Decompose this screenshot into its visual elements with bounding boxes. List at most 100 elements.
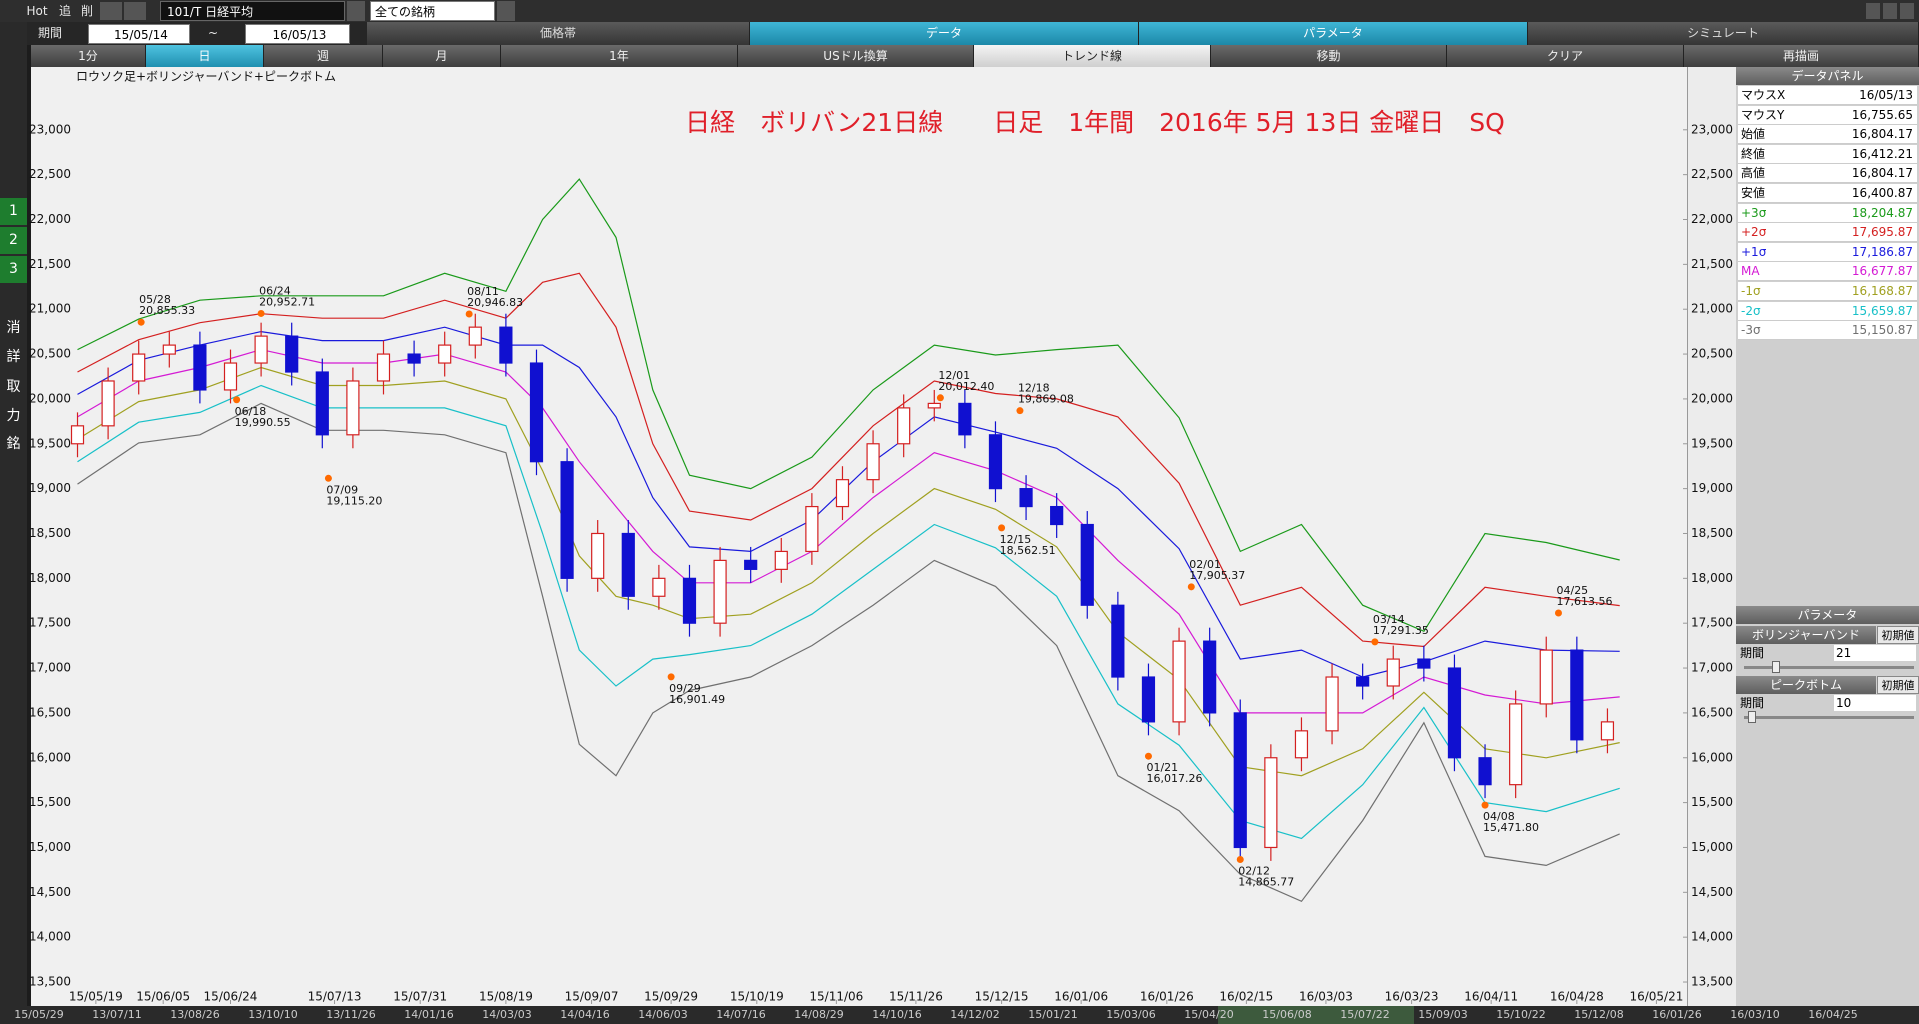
y-tick-label-right: 20,500	[1691, 347, 1733, 361]
side-icon[interactable]: 2	[0, 227, 27, 254]
maximize-button[interactable]	[1883, 3, 1897, 19]
y-tick-label: 18,500	[29, 526, 71, 540]
peak-marker	[1187, 583, 1195, 591]
toolbar-button[interactable]: 再描画	[1684, 45, 1919, 67]
delete-button[interactable]: 削	[80, 4, 93, 18]
universe-box[interactable]: 全ての銘柄	[370, 1, 495, 21]
param-slider[interactable]	[1744, 666, 1914, 669]
toolbar-button[interactable]: 週	[264, 45, 383, 67]
candle-body	[1570, 649, 1584, 741]
toolbar-button[interactable]: 移動	[1211, 45, 1447, 67]
peak-marker	[1554, 609, 1562, 617]
data-row-value: 15,150.87	[1828, 321, 1917, 341]
side-icon[interactable]: 銘	[6, 436, 21, 452]
tab[interactable]: データ	[750, 22, 1139, 45]
x-tick-label: 15/07/13	[308, 990, 362, 1004]
x-tick-label: 15/11/26	[889, 990, 943, 1004]
candle-body	[346, 380, 360, 436]
peak-marker	[465, 310, 473, 318]
param-value[interactable]: 21	[1834, 645, 1916, 661]
band-line	[77, 348, 1620, 714]
candle-body	[958, 402, 972, 436]
peak-date: 09/29	[669, 682, 701, 695]
slider-thumb[interactable]	[1772, 661, 1780, 673]
candle-body	[805, 505, 819, 553]
to-date[interactable]: 16/05/13	[245, 24, 350, 44]
toolbar-button[interactable]: 1分	[31, 45, 146, 67]
tab[interactable]: シミュレート	[1528, 22, 1919, 45]
reset-button[interactable]: 初期値	[1877, 676, 1919, 694]
side-icon[interactable]: 1	[0, 198, 27, 225]
add-button[interactable]: 追	[58, 4, 71, 18]
strip-date: 13/10/10	[248, 1008, 298, 1021]
candle-body	[285, 335, 299, 373]
param-value[interactable]: 10	[1834, 695, 1916, 711]
side-icon[interactable]: 取	[6, 379, 21, 395]
toolbar-button[interactable]: 月	[383, 45, 501, 67]
data-row-value: 16,677.87	[1828, 262, 1917, 282]
candle-body	[254, 335, 268, 364]
date-strip	[0, 1006, 1919, 1024]
x-tick-label: 15/10/19	[730, 990, 784, 1004]
toolbar-button[interactable]: 1年	[501, 45, 738, 67]
tab[interactable]: パラメータ	[1139, 22, 1528, 45]
y-tick-label-right: 18,000	[1691, 571, 1733, 585]
back-button[interactable]	[100, 2, 122, 20]
symbol-dropdown[interactable]	[347, 1, 365, 21]
toolbar-button[interactable]: トレンド線	[974, 45, 1211, 67]
close-button[interactable]	[1900, 3, 1914, 19]
candle-body	[897, 407, 911, 445]
data-row-label: +2σ	[1738, 223, 1828, 243]
reset-button[interactable]: 初期値	[1877, 626, 1919, 644]
date-strip-range[interactable]	[1218, 1006, 1414, 1024]
y-tick-label-right: 16,000	[1691, 750, 1733, 764]
tab[interactable]: 価格帯	[367, 22, 750, 45]
strip-date: 14/06/03	[638, 1008, 688, 1021]
y-tick-label-right: 13,500	[1691, 975, 1733, 989]
peak-value: 16,017.26	[1146, 772, 1202, 785]
peak-value: 19,869.08	[1018, 393, 1074, 406]
candle-body	[682, 577, 697, 624]
candle-body	[1600, 721, 1615, 741]
symbol-box[interactable]: 101/T 日経平均	[160, 1, 345, 21]
strip-date: 14/10/16	[872, 1008, 922, 1021]
side-icon[interactable]: 3	[0, 256, 27, 283]
x-tick-label: 16/04/11	[1464, 990, 1518, 1004]
x-tick-label: 16/02/15	[1219, 990, 1273, 1004]
toolbar-button[interactable]: 日	[146, 45, 264, 67]
band-line	[77, 272, 1620, 648]
peak-marker	[667, 673, 675, 681]
strip-date: 13/07/11	[92, 1008, 142, 1021]
x-tick-label: 15/05/19	[69, 990, 123, 1004]
data-row-label: 安値	[1738, 184, 1828, 203]
peak-marker	[1236, 856, 1244, 864]
minimize-button[interactable]	[1866, 3, 1880, 19]
toolbar-button[interactable]: クリア	[1447, 45, 1684, 67]
strip-date: 15/12/08	[1574, 1008, 1624, 1021]
peak-date: 12/18	[1018, 382, 1050, 395]
y-tick-label-right: 18,500	[1691, 526, 1733, 540]
from-date[interactable]: 15/05/14	[88, 24, 190, 44]
universe-dropdown[interactable]	[497, 1, 515, 21]
data-row-value: 16,400.87	[1828, 184, 1917, 203]
peak-marker	[233, 396, 241, 404]
y-tick-label: 18,000	[29, 571, 71, 585]
hot-button[interactable]: Hot	[26, 4, 48, 18]
candle-body	[223, 362, 238, 391]
side-icon[interactable]: 消	[6, 320, 21, 336]
y-tick-label-right: 21,500	[1691, 257, 1733, 271]
param-slider[interactable]	[1744, 716, 1914, 719]
toolbar-button[interactable]: USドル換算	[738, 45, 974, 67]
y-tick-label-right: 19,500	[1691, 436, 1733, 450]
side-icon[interactable]: 力	[6, 408, 21, 424]
data-row-value: 17,186.87	[1828, 242, 1917, 262]
strip-date: 15/07/22	[1340, 1008, 1390, 1021]
peak-value: 17,613.56	[1556, 595, 1612, 608]
candle-body	[1111, 604, 1125, 678]
candle-body	[866, 443, 880, 481]
slider-thumb[interactable]	[1748, 711, 1756, 723]
data-row-label: マウスY	[1738, 105, 1828, 125]
peak-value: 20,946.83	[467, 296, 523, 309]
forward-button[interactable]	[124, 2, 146, 20]
side-icon[interactable]: 詳	[6, 349, 21, 365]
